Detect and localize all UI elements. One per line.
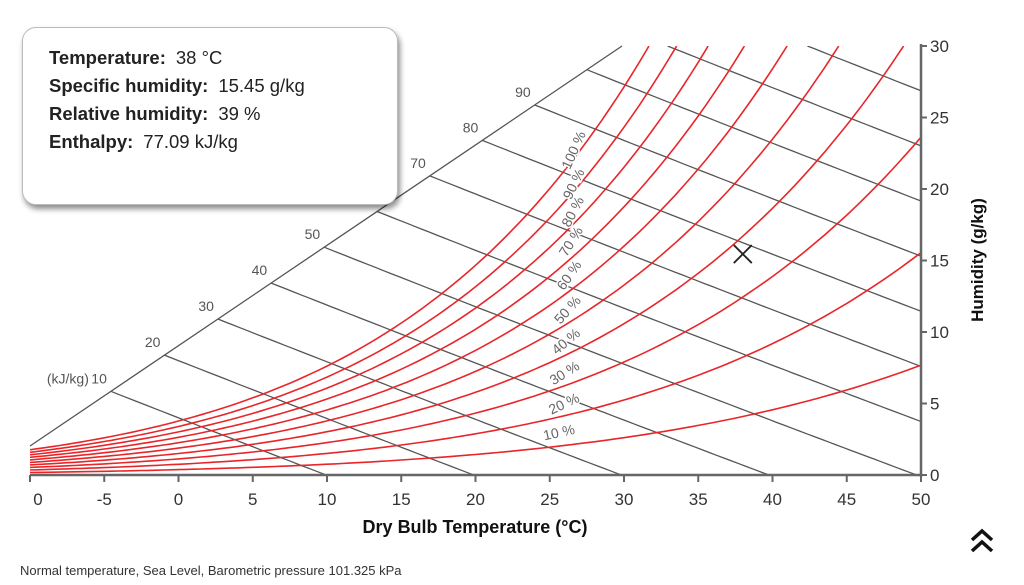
enthalpy-label: 70 [410,155,426,171]
rh-curve-40 [30,46,905,466]
info-relative-humidity: Relative humidity: 39 % [49,100,397,128]
x-tick-label: 30 [615,490,634,509]
rh-curve-90 [30,46,678,454]
enthalpy-line-90 [534,104,921,257]
value: 77.09 kJ/kg [143,131,238,152]
rh-curve-10 [30,364,921,474]
enthalpy-unit-label: (kJ/kg) [47,370,89,386]
rh-curve-50 [30,46,840,464]
enthalpy-line-120 [807,46,921,92]
marker-x-icon [733,244,753,264]
axes: 0 -5 0 5 10 15 20 25 30 35 40 45 50 0 5 10 15 20 25 30 [29,37,949,509]
label: Specific humidity: [49,75,209,96]
info-enthalpy: Enthalpy: 77.09 kJ/kg [49,128,397,156]
rh-curve-60 [30,46,788,461]
enthalpy-label: 20 [145,334,161,350]
x-tick-label: 35 [689,490,708,509]
state-point-marker[interactable] [733,244,753,264]
enthalpy-line-100 [586,69,921,202]
rh-curve-20 [30,251,921,471]
x-tick-label: 45 [837,490,856,509]
rh-label: 60 % [553,257,584,292]
rh-label: 40 % [548,325,583,358]
value: 39 % [218,103,261,124]
enthalpy-line-60 [376,210,921,423]
info-specific-humidity: Specific humidity: 15.45 g/kg [49,72,397,100]
y-axis-title: Humidity (g/kg) [968,198,987,322]
enthalpy-line-50 [323,246,917,475]
rh-label: 50 % [551,292,584,326]
y-tick-label: 10 [930,323,949,342]
enthalpy-label: 10 [91,370,107,386]
enthalpy-label: 50 [305,226,321,242]
x-tick-label: 40 [763,490,782,509]
enthalpy-scale-line [29,45,623,447]
x-tick-label: 50 [912,490,931,509]
x-tick-label: 10 [318,490,337,509]
x-axis-title: Dry Bulb Temperature (°C) [363,517,588,537]
enthalpy-line-40 [270,282,770,475]
x-tick-label: 0 [33,490,42,509]
rh-curve-70 [30,46,746,459]
label: Temperature: [49,47,166,68]
rh-label: 10 % [542,421,577,443]
y-tick-label: 0 [930,466,939,485]
info-box: Temperature: 38 °C Specific humidity: 15.4… [22,27,398,205]
x-tick-label: -5 [97,490,112,509]
enthalpy-label: 90 [515,84,531,100]
y-tick-label: 20 [930,180,949,199]
double-chevron-up-icon[interactable] [968,526,996,556]
label: Enthalpy: [49,131,134,152]
rh-curves [30,46,921,474]
enthalpy-line-10 [110,390,327,475]
footer-note: Normal temperature, Sea Level, Barometri… [20,563,402,578]
info-temperature: Temperature: 38 °C [49,44,397,72]
enthalpy-line-80 [482,139,921,312]
x-tick-label: 0 [174,490,183,509]
enthalpy-label: 40 [252,262,268,278]
value: 15.45 g/kg [218,75,305,96]
y-tick-label: 15 [930,252,949,271]
value: 38 °C [175,47,223,68]
rh-curve-100 [30,46,650,451]
rh-curve-30 [30,136,921,469]
enthalpy-label: 30 [198,298,214,314]
y-tick-label: 25 [930,109,949,128]
y-tick-label: 30 [930,37,949,56]
enthalpy-label: 80 [463,119,479,135]
y-tick-label: 5 [930,395,939,414]
rh-label: 100 % [558,129,589,172]
x-tick-label: 25 [540,490,559,509]
rh-curve-80 [30,46,709,456]
enthalpy-line-20 [164,354,474,475]
x-tick-label: 20 [466,490,485,509]
label: Relative humidity: [49,103,209,124]
enthalpy-line-30 [217,318,622,475]
x-tick-label: 5 [248,490,257,509]
x-tick-label: 15 [392,490,411,509]
enthalpy-line-70 [429,175,921,368]
enthalpy-line-110 [667,46,921,147]
